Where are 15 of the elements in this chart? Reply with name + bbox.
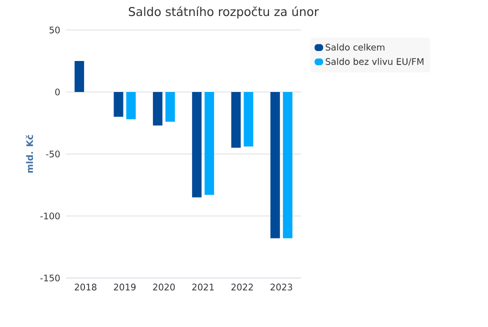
legend-label: Saldo bez vlivu EU/FM: [326, 58, 424, 66]
chart-title: Saldo státního rozpočtu za únor: [128, 6, 319, 18]
x-tick-label: 2018: [74, 284, 96, 290]
y-tick-label: 50: [50, 26, 60, 34]
legend-label: Saldo celkem: [326, 44, 384, 51]
y-tick-label: -100: [40, 212, 60, 220]
x-tick-label: 2023: [270, 284, 292, 290]
x-tick-label: 2022: [231, 284, 253, 290]
y-tick-label: 0: [55, 88, 60, 96]
x-tick-label: 2019: [114, 284, 136, 290]
x-tick-label: 2020: [153, 284, 175, 290]
x-tick-label: 2021: [192, 284, 214, 290]
y-axis-title: mld. Kč: [26, 135, 34, 173]
y-tick-label: -150: [40, 274, 60, 282]
y-tick-label: -50: [46, 150, 60, 158]
